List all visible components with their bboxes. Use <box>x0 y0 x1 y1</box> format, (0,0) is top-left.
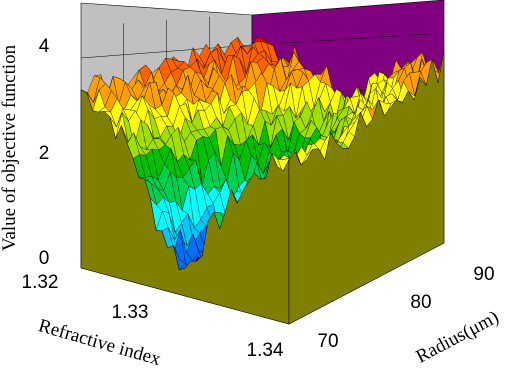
z-tick-4: 4 <box>39 36 50 57</box>
y-axis-title: Radius(μm) <box>413 307 503 368</box>
x-tick-1-34: 1.34 <box>247 340 284 361</box>
z-tick-2: 2 <box>39 143 50 164</box>
surface-mesh <box>80 50 445 325</box>
y-tick-90: 90 <box>473 264 494 285</box>
z-tick-0: 0 <box>39 248 50 269</box>
y-tick-80: 80 <box>410 292 431 313</box>
y-tick-70: 70 <box>317 331 338 352</box>
x-tick-1-33: 1.33 <box>112 302 149 323</box>
x-tick-1-32: 1.32 <box>22 272 59 293</box>
surface-side <box>288 50 445 325</box>
x-axis-title: Refractive index <box>36 315 163 370</box>
z-axis-title: Value of objective function <box>0 44 20 251</box>
